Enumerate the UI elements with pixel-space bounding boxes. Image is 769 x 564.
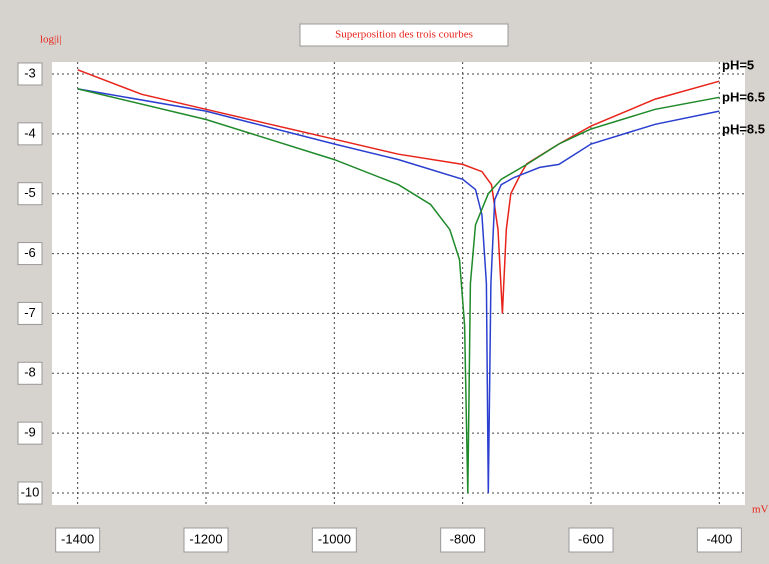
legend-label: pH=6.5 — [722, 89, 765, 104]
x-tick-label: -1000 — [318, 531, 351, 546]
tick-box — [17, 122, 43, 146]
tick-box — [17, 361, 43, 385]
title-box — [299, 23, 509, 47]
tick-box — [17, 182, 43, 206]
chart-title: Superposition des trois courbes — [335, 29, 473, 41]
tick-box — [17, 62, 43, 86]
tick-box — [311, 527, 357, 553]
plot-area — [52, 62, 745, 505]
tick-box — [17, 421, 43, 445]
series-line — [77, 88, 720, 494]
y-tick-label: -9 — [24, 425, 36, 440]
y-axis-label: log|i| — [40, 34, 62, 46]
tick-box — [17, 481, 43, 505]
tick-box — [440, 527, 486, 553]
y-tick-label: -10 — [21, 484, 40, 499]
series-line — [77, 88, 720, 494]
y-tick-label: -6 — [24, 245, 36, 260]
tick-box — [183, 527, 229, 553]
tick-box — [568, 527, 614, 553]
x-tick-label: -800 — [450, 531, 476, 546]
x-tick-label: -1200 — [189, 531, 222, 546]
x-axis-label: mV — [752, 504, 769, 516]
x-tick-label: -1400 — [61, 531, 94, 546]
tick-box — [696, 527, 742, 553]
tick-box — [17, 242, 43, 266]
tick-box — [55, 527, 101, 553]
y-tick-label: -5 — [24, 185, 36, 200]
y-tick-label: -7 — [24, 305, 36, 320]
y-tick-label: -4 — [24, 125, 36, 140]
x-tick-label: -600 — [578, 531, 604, 546]
legend-label: pH=8.5 — [722, 121, 765, 136]
y-tick-label: -3 — [24, 65, 36, 80]
y-tick-label: -8 — [24, 365, 36, 380]
tick-box — [17, 301, 43, 325]
legend-label: pH=5 — [722, 57, 754, 72]
x-tick-label: -400 — [706, 531, 732, 546]
